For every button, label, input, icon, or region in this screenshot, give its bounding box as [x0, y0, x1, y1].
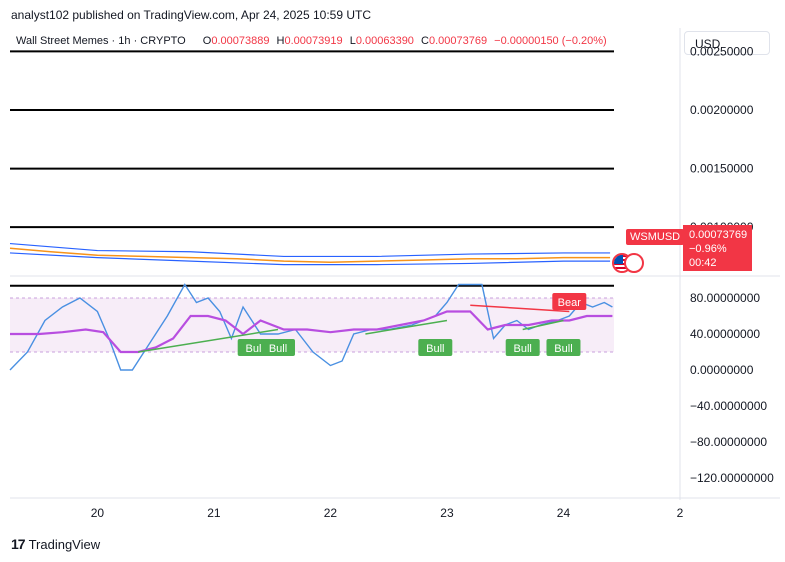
rsi-tick-label: −80.00000000: [690, 435, 767, 449]
bull-divergence-line: [138, 328, 279, 353]
open-value: 0.00073889: [211, 35, 270, 47]
open-label: O: [202, 35, 212, 47]
tradingview-logo[interactable]: 17 TradingView: [11, 536, 100, 552]
rsi-series-slow: [10, 310, 613, 354]
bull-signal-label: Bull: [546, 339, 581, 356]
signal-box: [552, 293, 587, 310]
price-tick-label: 0.00250000: [690, 44, 754, 58]
price-tick-label: 0.00150000: [690, 162, 754, 176]
high-value: 0.00073919: [284, 35, 343, 47]
publisher-line: analyst102 published on TradingView.com,…: [11, 8, 372, 22]
bull-divergence-line: [365, 319, 448, 335]
price-series-lower_band: [9, 252, 611, 266]
time-tick-label: 22: [324, 506, 338, 520]
currency-badge-icon: [624, 253, 644, 273]
bear-signal-label: Bear: [552, 293, 587, 310]
bull-divergence-line: [522, 319, 564, 331]
bull-signal-label: Bull: [505, 339, 540, 356]
price-series-upper_band: [9, 242, 611, 258]
low-value: 0.00063390: [355, 35, 414, 47]
time-tick-label: 21: [207, 506, 221, 520]
tradingview-brand: TradingView: [28, 536, 101, 552]
rsi-tick-label: 0.00000000: [690, 363, 754, 377]
signal-text: Bull: [269, 343, 287, 355]
bull-signal-label: Bull: [418, 339, 453, 356]
rsi-tick-label: 40.00000000: [690, 327, 760, 341]
signal-text: Bull: [554, 343, 572, 355]
last-price: 0.00073769: [689, 229, 748, 241]
price-change-pct: −0.96%: [689, 243, 727, 255]
price-series-price: [9, 247, 611, 264]
rsi-series-fast: [9, 283, 613, 371]
rsi-panel: 80.00000000 40.00000000 0.00000000 −40.0000…: [9, 283, 774, 485]
last-price-box: 0.00073769 −0.96% 00:42: [683, 225, 752, 271]
symbol-legend: Wall Street Memes · 1h · CRYPTO O0.00073…: [16, 35, 607, 47]
currency-selector[interactable]: USD: [684, 31, 770, 55]
price-tick-label: 0.00200000: [690, 103, 754, 117]
ticker-tag: WSMUSD: [626, 229, 685, 245]
time-tick-label: 24: [557, 506, 571, 520]
signal-text: Bull: [246, 343, 264, 355]
symbol-name[interactable]: Wall Street Memes · 1h · CRYPTO: [16, 35, 186, 47]
time-tick-label: 23: [440, 506, 454, 520]
close-value: 0.00073769: [428, 35, 488, 47]
rsi-tick-label: 80.00000000: [690, 291, 760, 305]
bear-divergence-line: [470, 304, 570, 313]
time-tick-label: 20: [91, 506, 105, 520]
change-value: −0.00000150 (−0.20%): [494, 35, 607, 47]
close-label: C: [421, 35, 429, 47]
signal-text: Bear: [558, 297, 582, 309]
signal-box: [505, 339, 540, 356]
signal-box: [418, 339, 453, 356]
tradingview-mark: 17: [11, 536, 26, 552]
signal-box: [261, 339, 295, 356]
bar-countdown: 00:42: [689, 257, 717, 269]
signal-text: Bull: [426, 343, 444, 355]
high-label: H: [276, 35, 285, 47]
signal-box: [546, 339, 581, 356]
rsi-tick-label: −40.00000000: [690, 399, 767, 413]
low-label: L: [349, 35, 356, 47]
signal-text: Bull: [514, 343, 532, 355]
time-tick-label: 2: [677, 506, 684, 520]
bull-signal-label: Bull: [261, 339, 295, 356]
rsi-tick-label: −120.00000000: [690, 471, 774, 485]
time-axis: 20 21 22 23 24 2: [91, 506, 684, 520]
